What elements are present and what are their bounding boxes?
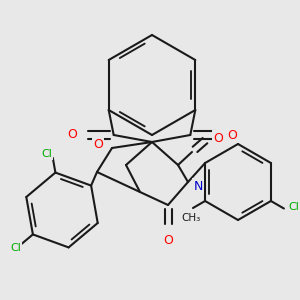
Text: N: N <box>193 179 203 193</box>
Text: O: O <box>67 128 76 142</box>
Text: O: O <box>163 233 173 247</box>
Text: Cl: Cl <box>10 243 21 253</box>
Text: O: O <box>93 137 103 151</box>
Text: CH₃: CH₃ <box>181 213 201 223</box>
Text: O: O <box>213 131 223 145</box>
Text: Cl: Cl <box>289 202 299 212</box>
Text: Cl: Cl <box>41 149 52 159</box>
Text: O: O <box>227 128 237 142</box>
